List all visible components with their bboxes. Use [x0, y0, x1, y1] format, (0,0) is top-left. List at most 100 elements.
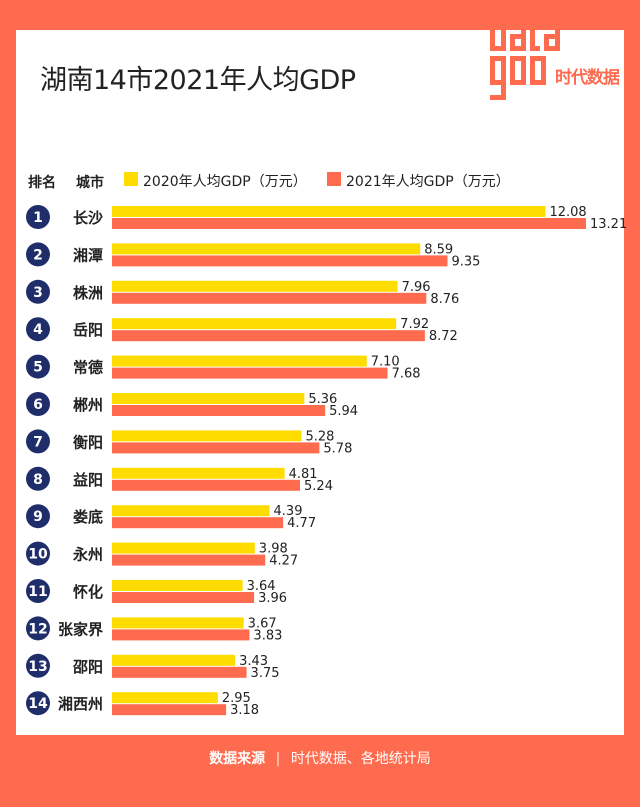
city-label: 永州	[72, 546, 103, 564]
city-label: 湘西州	[58, 695, 103, 713]
value-label-2021: 3.83	[253, 628, 282, 643]
city-label: 衡阳	[73, 433, 103, 451]
city-label: 张家界	[58, 620, 103, 638]
bar-2021	[112, 292, 427, 304]
city-label: 邵阳	[72, 658, 103, 676]
value-label-2020: 2.95	[222, 691, 251, 706]
rank-badge	[26, 616, 50, 641]
bar-2020	[112, 430, 302, 442]
city-label: 湘潭	[73, 246, 103, 264]
rank-badge	[26, 466, 50, 491]
city-label: 长沙	[73, 209, 103, 227]
rank-number: 10	[28, 547, 48, 563]
rank-badge	[26, 691, 50, 716]
value-label-2021: 8.76	[430, 292, 459, 307]
value-label-2021: 9.35	[451, 254, 480, 269]
value-label-2021: 13.21	[590, 217, 627, 232]
rank-badge	[26, 242, 50, 267]
rank-badge	[26, 579, 50, 603]
source-separator: |	[275, 751, 281, 767]
bar-2020	[112, 467, 285, 479]
rank-number: 3	[33, 285, 43, 301]
value-label-2021: 4.27	[269, 554, 298, 569]
bar-2021	[112, 255, 448, 267]
value-label-2021: 5.78	[323, 441, 352, 456]
source-label: 数据来源	[209, 751, 266, 767]
value-label-2020: 7.10	[371, 355, 400, 370]
bar-2020	[112, 206, 546, 217]
bar-2020	[112, 318, 397, 330]
value-label-2020: 7.96	[402, 280, 431, 295]
rank-header: 排名	[28, 175, 56, 191]
rank-number: 13	[28, 659, 47, 675]
legend-swatch-2020	[124, 172, 138, 186]
city-label: 岳阳	[73, 321, 103, 339]
value-label-2020: 8.59	[424, 242, 453, 257]
bar-2020	[112, 654, 236, 666]
value-label-2020: 5.28	[305, 429, 334, 444]
rank-number: 2	[33, 247, 43, 263]
chart-title: 湖南14市2021年人均GDP	[40, 65, 356, 96]
bar-2020	[112, 580, 243, 591]
bar-2021	[112, 367, 388, 379]
value-label-2020: 5.36	[308, 392, 337, 407]
city-label: 娄底	[73, 508, 103, 526]
bar-2020	[112, 617, 244, 629]
value-label-2020: 12.08	[549, 205, 586, 220]
bar-2020	[112, 393, 305, 404]
rank-badge	[26, 392, 50, 416]
logo-text: 时代数据	[555, 68, 620, 88]
rank-badge	[26, 504, 50, 529]
legend-swatch-2021	[327, 172, 341, 186]
value-label-2021: 7.68	[392, 367, 421, 382]
bar-2021	[112, 554, 266, 566]
bar-2021	[112, 629, 250, 641]
bar-2020	[112, 243, 421, 255]
bar-2021	[112, 218, 586, 229]
bar-2021	[112, 666, 247, 678]
value-label-2021: 5.94	[329, 404, 358, 419]
rank-number: 1	[33, 210, 43, 226]
city-label: 常德	[73, 359, 103, 377]
rank-number: 7	[33, 434, 43, 450]
rank-number: 5	[33, 360, 43, 376]
bar-2020	[112, 280, 398, 292]
value-label-2020: 7.92	[400, 317, 429, 332]
city-header: 城市	[76, 175, 104, 191]
value-label-2020: 4.81	[289, 467, 318, 482]
value-label-2021: 8.72	[429, 329, 458, 344]
value-label-2020: 3.43	[239, 654, 268, 669]
bar-2020	[112, 505, 270, 517]
rank-number: 6	[33, 397, 43, 413]
rank-number: 9	[33, 509, 43, 525]
value-label-2021: 3.75	[251, 666, 280, 681]
bar-2021	[112, 704, 227, 716]
value-label-2021: 5.24	[304, 479, 333, 494]
rank-number: 8	[33, 472, 43, 488]
rank-badge	[26, 279, 50, 304]
value-label-2020: 3.64	[247, 579, 276, 594]
bar-2021	[112, 330, 425, 342]
rank-badge	[26, 429, 50, 454]
city-label: 益阳	[73, 471, 103, 489]
bar-2020	[112, 355, 367, 367]
rank-badge	[26, 354, 50, 379]
rank-badge	[26, 653, 50, 678]
bar-2021	[112, 442, 320, 454]
value-label-2021: 3.96	[258, 591, 287, 606]
bar-2021	[112, 592, 255, 603]
bar-2020	[112, 542, 255, 554]
value-label-2020: 3.67	[248, 616, 277, 631]
rank-badge	[26, 205, 50, 229]
bar-2021	[112, 479, 301, 491]
bar-2021	[112, 405, 326, 416]
footer: 数据来源 | 时代数据、各地统计局	[0, 748, 640, 768]
value-label-2020: 4.39	[274, 504, 303, 519]
city-label: 株洲	[73, 284, 103, 302]
legend-label-2021: 2021年人均GDP（万元）	[346, 174, 510, 190]
source-text: 时代数据、各地统计局	[290, 751, 431, 767]
value-label-2020: 3.98	[259, 542, 288, 557]
datagoo-logo	[490, 8, 560, 100]
rank-badge	[26, 317, 50, 342]
